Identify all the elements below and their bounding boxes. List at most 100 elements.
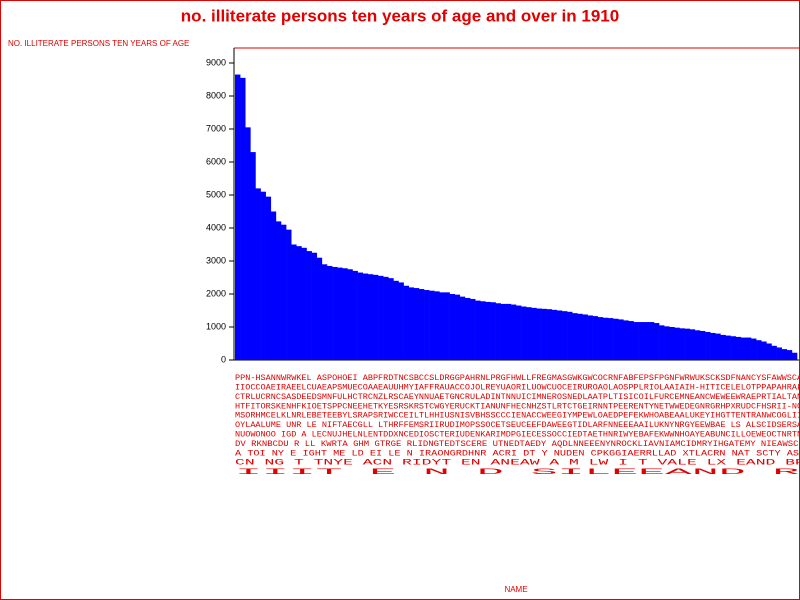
bar: [275, 221, 282, 360]
bar: [669, 327, 675, 360]
x-axis-label: NAME: [504, 585, 527, 594]
bar: [689, 329, 696, 360]
bar: [475, 300, 481, 360]
bar: [291, 244, 297, 360]
bar: [393, 280, 399, 360]
bar: [715, 333, 721, 360]
category-label-row: IIIT E N D SILEEAND R E: [235, 468, 800, 477]
bar: [791, 352, 798, 360]
y-tick-label: 3000: [206, 255, 226, 265]
bar: [326, 265, 333, 360]
bar: [567, 311, 573, 360]
bar: [337, 267, 343, 360]
bar: [751, 338, 757, 360]
bar: [776, 347, 782, 360]
bar: [439, 292, 445, 360]
bar: [735, 336, 742, 360]
bar: [357, 272, 364, 360]
bar: [270, 211, 277, 360]
bar: [582, 314, 588, 360]
y-tick-label: 6000: [206, 156, 226, 166]
bar: [628, 321, 634, 360]
bar: [454, 294, 461, 360]
bar: [301, 247, 307, 360]
bar: [679, 328, 685, 360]
bar: [296, 246, 302, 360]
bar: [623, 320, 629, 360]
bar: [756, 340, 762, 360]
bar: [255, 188, 261, 360]
bar: [664, 326, 670, 360]
bar: [418, 289, 425, 360]
bar: [766, 343, 772, 360]
bar: [480, 301, 486, 360]
bar: [490, 302, 496, 360]
bar: [720, 334, 726, 360]
bar: [587, 315, 593, 360]
bar: [561, 311, 568, 360]
bar: [613, 318, 619, 360]
bar: [659, 325, 665, 360]
bar: [286, 229, 292, 360]
bar: [245, 127, 251, 360]
bar: [745, 337, 752, 360]
bar: [541, 308, 547, 360]
bar: [413, 288, 420, 360]
category-label-row: DV RKNBCDU R LL KWRTA GHM GTRGE RLIDNGTE…: [235, 440, 800, 449]
category-label-row: OYLAALUME UNR LE NIFTAECGLL LTHRFFEMSRII…: [235, 421, 800, 430]
bar: [362, 273, 369, 360]
bar: [705, 331, 711, 360]
bar: [316, 257, 323, 360]
bar: [699, 330, 706, 360]
bar: [260, 191, 266, 360]
category-label-row: CN NG T TNYE ACN RIDYT EN ANEAW A M LW I…: [235, 459, 800, 468]
bar: [730, 336, 736, 360]
bar: [725, 335, 731, 360]
bar: [485, 301, 491, 360]
bar: [235, 74, 241, 361]
bar: [761, 341, 767, 360]
y-tick-label: 0: [221, 354, 226, 364]
category-label-row: CTRLUCRNCSASDEEDSMNFULHCTRCNZLRSCAEYNNUA…: [235, 393, 800, 402]
bar: [633, 322, 639, 360]
bar: [332, 266, 338, 360]
bar: [526, 307, 532, 360]
bar: [398, 282, 404, 360]
bar: [388, 278, 394, 360]
bar: [648, 322, 655, 360]
category-label-row: HTFITORSKENHFKIOETSPPCNEEHETKYESRSKRSTCW…: [235, 402, 800, 411]
bar: [592, 316, 599, 360]
bar: [372, 274, 379, 360]
bar: [383, 276, 389, 360]
bar: [495, 303, 501, 360]
category-label-row: NUOWONOO IGD A LECNUJHELNLENTDDXNCEDIOSC…: [235, 431, 800, 440]
category-label-row: PPN-HSANNWRWKEL ASPOHOEI ABPFRDTNCSBCCSL…: [235, 374, 800, 383]
bar: [306, 251, 312, 360]
bar: [653, 323, 660, 360]
bar: [444, 292, 450, 360]
bar: [505, 303, 512, 360]
bar: [429, 290, 435, 360]
bar: [521, 306, 527, 360]
y-tick-label: 2000: [206, 288, 226, 298]
bar: [643, 322, 650, 360]
category-label-row: MSORHMCELKLNRLEBETEEBYLSRAPSRIWCCEILTLHH…: [235, 412, 800, 421]
bar: [740, 337, 747, 360]
bar: [378, 275, 384, 360]
category-label-row: IIOCCOAEIRAEELCUAEAPSMUECOAAEAUUHMYIAFFR…: [235, 384, 800, 393]
bar: [424, 290, 430, 360]
bar: [470, 298, 476, 360]
bar: [577, 313, 583, 360]
bar: [342, 268, 348, 360]
bar: [510, 304, 517, 360]
bar: [311, 252, 318, 360]
bar: [352, 270, 358, 360]
bar: [638, 322, 645, 360]
bar: [602, 317, 609, 360]
bar: [403, 285, 410, 360]
bar: [500, 303, 507, 360]
bar: [618, 319, 624, 360]
y-tick-label: 1000: [206, 321, 226, 331]
bar: [572, 313, 578, 360]
